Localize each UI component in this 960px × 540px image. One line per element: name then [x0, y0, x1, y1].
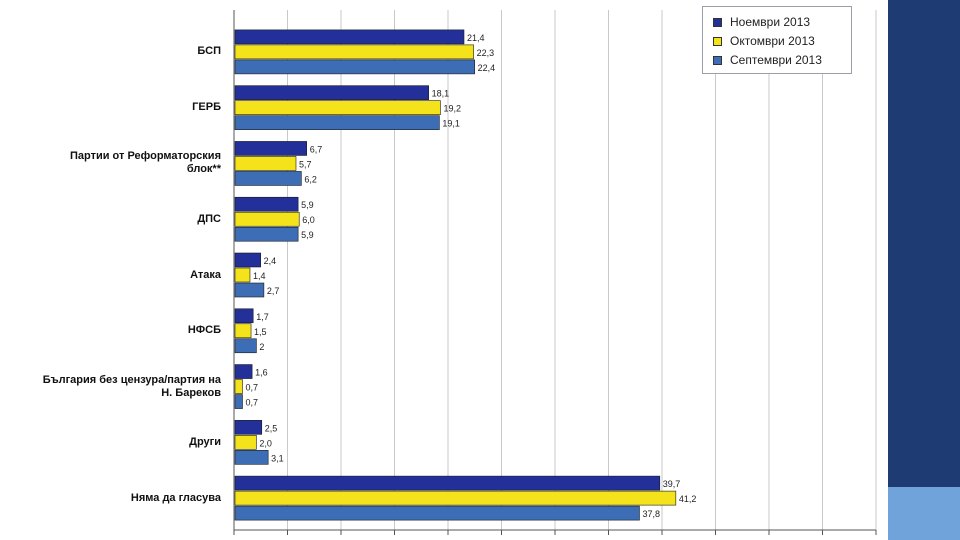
category-label-line: Атака	[190, 268, 221, 281]
legend-item-september: Септември 2013	[713, 53, 822, 67]
bar-october	[234, 379, 243, 394]
legend-swatch-september	[713, 55, 722, 65]
legend-label-october: Октомври 2013	[730, 34, 815, 48]
data-label-november: 1,7	[256, 312, 269, 322]
category-label: Партии от Реформаторския блок**	[16, 150, 221, 176]
bar-september	[234, 450, 269, 465]
chart-area: 21,4 22,3 22,4 18,1 19,2 19,1 6,7 5,7 6,2 5,9 6,0 5…	[16, 10, 877, 535]
data-label-october: 19,2	[443, 104, 461, 114]
data-label-october: 22,3	[477, 48, 495, 58]
side-panel-dark	[888, 0, 960, 487]
bar-september	[234, 338, 257, 354]
legend: Ноември 2013 Октомври 2013 Септември 201…	[702, 6, 852, 74]
data-label-october: 2,0	[259, 438, 272, 448]
legend-label-november: Ноември 2013	[730, 15, 811, 29]
bar-september	[234, 505, 640, 521]
data-label-september: 2	[259, 342, 264, 352]
category-label-line: БСП	[197, 45, 221, 58]
data-label-september: 37,8	[642, 509, 660, 519]
category-label: Атака	[16, 269, 221, 282]
category-label: НФСБ	[16, 324, 221, 337]
bar-september	[234, 59, 475, 75]
data-label-october: 0,7	[245, 383, 258, 393]
data-label-september: 2,7	[267, 286, 280, 296]
data-label-september: 19,1	[442, 119, 460, 129]
category-label-line: България без цензура/партия на	[42, 373, 221, 386]
bar-november	[234, 85, 429, 100]
bar-november	[234, 141, 307, 156]
category-label-line: Партии от Реформаторския	[69, 150, 221, 163]
category-label: ГЕРБ	[16, 101, 221, 114]
category-label-line: Други	[189, 435, 221, 448]
bar-november	[234, 420, 263, 435]
bar-october	[234, 156, 297, 171]
bar-october	[234, 490, 677, 506]
bar-november	[234, 475, 661, 491]
category-label-line: Н. Бареков	[161, 386, 221, 399]
category-label: Няма да гласува	[16, 492, 221, 505]
data-label-november: 6,7	[310, 144, 323, 154]
category-label: БСП	[16, 45, 221, 58]
category-label-line: Няма да гласува	[130, 491, 221, 504]
data-label-september: 3,1	[271, 453, 284, 463]
data-label-october: 41,2	[679, 494, 697, 504]
data-label-october: 1,4	[253, 271, 266, 281]
category-label-line: ГЕРБ	[192, 101, 221, 114]
data-label-november: 1,6	[255, 368, 268, 378]
category-label: България без цензура/партия на Н. Бареков	[16, 374, 221, 400]
data-label-september: 6,2	[304, 174, 317, 184]
bar-october	[234, 100, 441, 115]
data-label-november: 2,4	[264, 256, 277, 266]
legend-item-november: Ноември 2013	[713, 15, 810, 29]
data-label-november: 2,5	[265, 423, 278, 433]
legend-label-september: Септември 2013	[730, 53, 822, 67]
bar-november	[234, 252, 261, 268]
legend-item-october: Октомври 2013	[713, 34, 815, 48]
data-label-september: 22,4	[478, 63, 496, 73]
data-label-october: 6,0	[302, 215, 315, 225]
legend-swatch-november	[713, 17, 722, 27]
data-label-september: 0,7	[245, 398, 258, 408]
data-label-november: 5,9	[301, 200, 314, 210]
legend-swatch-october	[713, 36, 722, 46]
bar-november	[234, 29, 465, 45]
category-label: ДПС	[16, 213, 221, 226]
bar-october	[234, 435, 257, 450]
data-label-october: 5,7	[299, 159, 312, 169]
data-label-october: 1,5	[254, 327, 267, 337]
category-label-line: блок**	[186, 163, 221, 176]
bar-october	[234, 44, 474, 60]
data-label-november: 18,1	[432, 89, 450, 99]
bar-october	[234, 267, 251, 283]
bar-september	[234, 282, 265, 298]
bar-september	[234, 394, 243, 409]
bar-october	[234, 211, 300, 227]
side-panel-light	[888, 487, 960, 540]
category-label-line: ДПС	[197, 212, 221, 225]
data-label-september: 5,9	[301, 230, 314, 240]
bar-november	[234, 308, 254, 324]
bar-september	[234, 115, 440, 130]
bar-september	[234, 171, 302, 186]
bar-october	[234, 323, 252, 339]
bar-chart: 21,422,322,418,119,219,16,75,76,25,96,05…	[233, 10, 877, 535]
bar-november	[234, 364, 253, 379]
data-label-november: 21,4	[467, 33, 485, 43]
data-label-november: 39,7	[663, 479, 681, 489]
category-label: Други	[16, 436, 221, 449]
bar-november	[234, 196, 299, 212]
bar-september	[234, 226, 299, 242]
category-label-line: НФСБ	[187, 324, 221, 337]
